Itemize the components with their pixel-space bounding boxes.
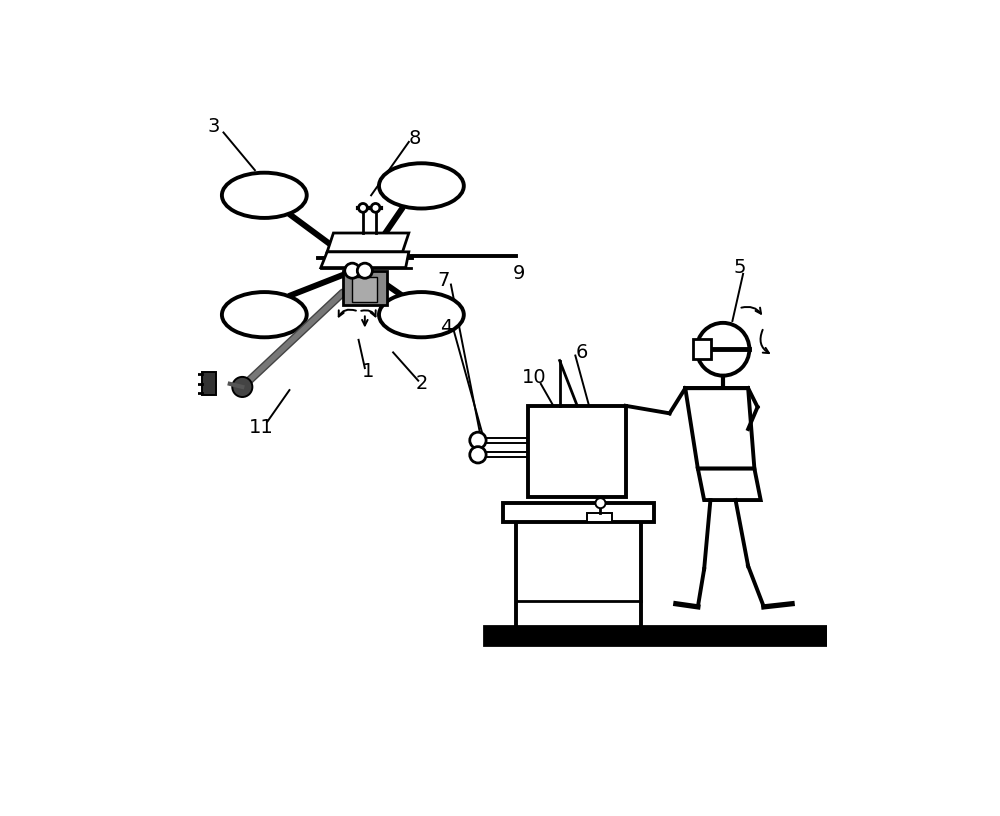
Bar [484,626,827,645]
Ellipse shape [379,163,464,209]
Text: 8: 8 [409,129,421,149]
Circle shape [345,264,360,278]
Text: 3: 3 [208,117,220,135]
Text: 9: 9 [513,264,525,283]
Text: 7: 7 [437,271,450,290]
Circle shape [371,203,380,212]
Circle shape [697,323,749,375]
Bar [587,512,612,522]
Text: 6: 6 [575,343,588,361]
Text: 1: 1 [362,361,374,381]
Circle shape [470,446,486,463]
Text: 10: 10 [522,368,547,387]
Text: 2: 2 [415,375,428,393]
Bar [343,271,387,305]
Bar [352,277,377,302]
Circle shape [359,203,367,212]
Polygon shape [698,468,761,500]
Circle shape [357,264,372,278]
Bar [503,503,654,522]
Bar [528,406,626,497]
Ellipse shape [222,173,307,218]
Text: 5: 5 [734,258,746,277]
Polygon shape [327,233,409,252]
Ellipse shape [222,292,307,337]
Circle shape [232,377,252,397]
Ellipse shape [379,292,464,337]
Polygon shape [321,252,409,268]
Bar [202,372,216,395]
Circle shape [470,432,486,449]
Text: 4: 4 [440,317,453,337]
Circle shape [595,498,605,508]
Text: 11: 11 [249,419,274,437]
Polygon shape [685,388,754,468]
Bar [693,339,711,359]
